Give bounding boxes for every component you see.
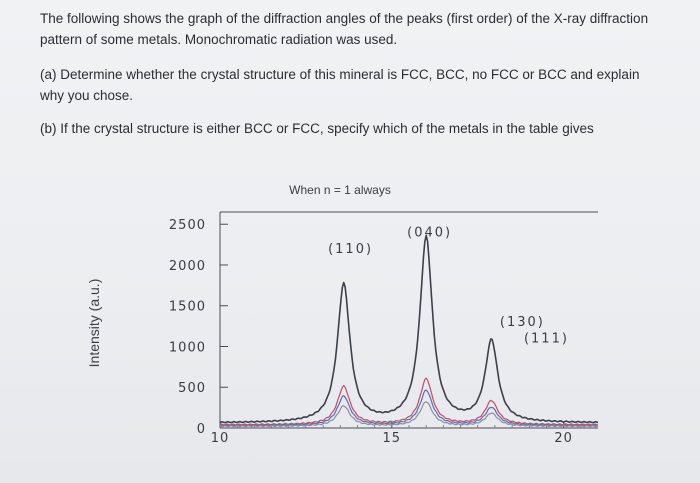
y-tick-label: 1000 — [169, 340, 206, 355]
x-tick-label: 20 — [554, 431, 573, 446]
question-part-a: (a) Determine whether the crystal struct… — [40, 67, 640, 103]
x-tick-label: 15 — [383, 431, 402, 446]
y-tick-label: 1500 — [169, 300, 206, 315]
peak-label: (040) — [407, 225, 452, 240]
series-line — [219, 377, 599, 426]
question-part-b: (b) If the crystal structure is either B… — [40, 121, 594, 136]
x-tick-group: 10 15 20 — [211, 422, 582, 446]
y-tick-label: 2500 — [169, 218, 206, 233]
series-line — [219, 401, 599, 428]
question-intro: The following shows the graph of the dif… — [40, 11, 649, 47]
peak-label: (110) — [328, 242, 373, 257]
y-tick-label: 0 — [197, 422, 206, 437]
y-axis-label: Intensity (a.u.) — [86, 279, 102, 368]
peak-label: (130) — [500, 315, 545, 330]
x-tick-label: 10 — [211, 431, 230, 446]
series-group — [219, 234, 599, 428]
peak-label-group: (040) (110) (130)(111) — [328, 225, 569, 346]
series-line — [219, 234, 599, 424]
y-tick-label: 2000 — [169, 259, 206, 274]
y-tick-label: 500 — [178, 381, 206, 396]
y-tick-group: 2500 2000 1500 1000 500 0 — [169, 218, 228, 437]
chart-annotation: When n = 1 always — [289, 183, 391, 197]
peak-label: (111) — [524, 331, 569, 346]
